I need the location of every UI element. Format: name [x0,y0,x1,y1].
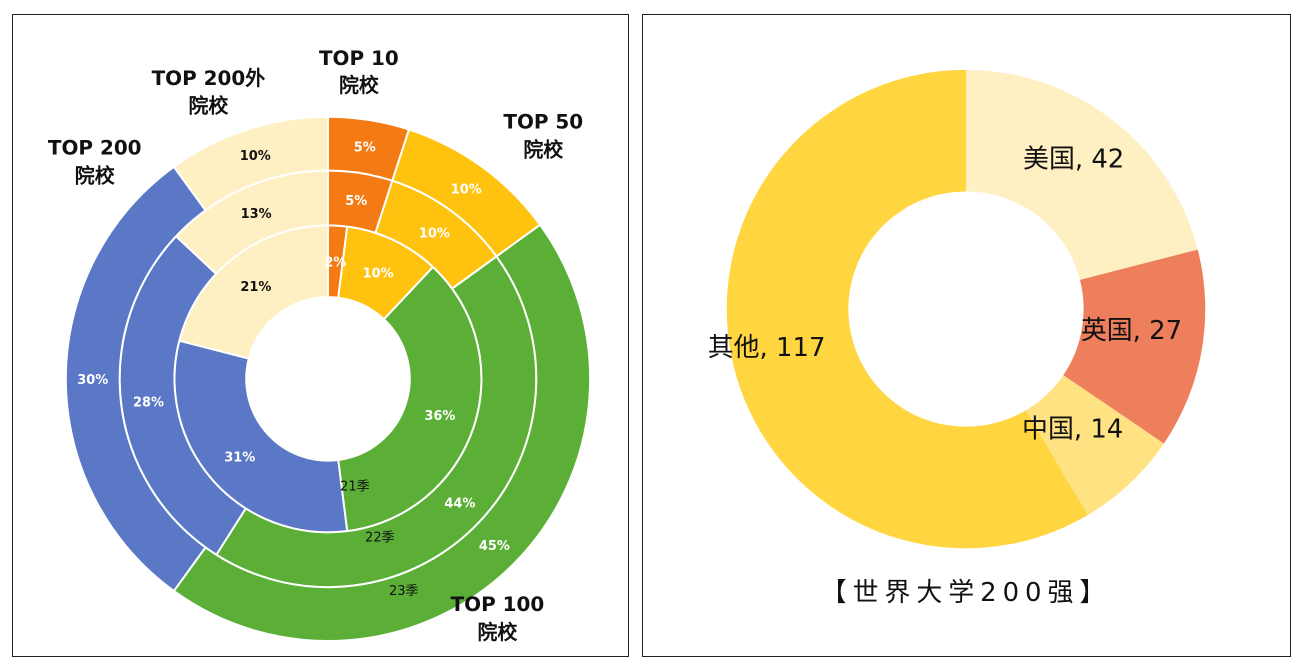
ring-1-top50-label: 10% [363,266,394,281]
ring-3-top50-label: 10% [451,183,482,198]
usa-slice [966,69,1198,280]
ring-3-outside-label: 10% [240,149,271,164]
ring-2-outside-label: 13% [241,207,272,222]
right-chart-panel: 美国, 42 英国, 27 中国, 14 其他, 117 【世界大学200强】 [642,14,1291,657]
chart-title: 【世界大学200强】 [821,578,1112,608]
top200-category-label: 院校 [75,163,115,187]
top100-category-label: 院校 [478,620,518,644]
season-label-3: 23季 [389,584,418,599]
ring-2-top10-label: 5% [345,194,367,209]
outside-category-label: TOP 200外 [152,66,266,90]
ring-3-top10-label: 5% [354,141,376,156]
top200-category-label: TOP 200 [48,137,142,160]
nested-donut-chart: 2% 10% 36% 31% 21% 5% 10% 44% 28% 13% 5% 10% 45% 30% 1… [48,47,592,644]
top50-category-label: TOP 50 [503,111,583,134]
season-label-2: 22季 [365,530,394,545]
top10-category-label: 院校 [339,73,379,97]
donut-chart: 美国, 42 英国, 27 中国, 14 其他, 117 【世界大学200强】 [708,69,1206,608]
china-slice-label: 中国, 14 [1022,415,1123,445]
ring-3-top100-label: 45% [479,539,510,554]
ring-1-top10-label: 2% [324,255,346,270]
ring-3-outside-segment [172,115,329,212]
ring-2-top50-label: 10% [419,226,450,241]
uk-slice [1063,249,1206,444]
ring-3-top200-label: 30% [77,373,108,388]
usa-slice-label: 美国, 42 [1023,145,1124,175]
left-chart-panel: 2% 10% 36% 31% 21% 5% 10% 44% 28% 13% 5% 10% 45% 30% 1… [12,14,629,657]
outside-category-label: 院校 [188,94,228,118]
ring-1-top200-label: 31% [224,451,255,466]
top100-category-label: TOP 100 [451,593,545,616]
ring-1-outside-label: 21% [240,280,271,295]
top50-category-label: 院校 [523,138,563,162]
season-label-1: 21季 [340,479,369,494]
other-slice [726,69,1088,549]
other-slice-label: 其他, 117 [708,333,826,363]
ring-3-top100-segment [172,223,592,642]
top10-category-label: TOP 10 [319,47,399,70]
china-slice [1025,375,1164,516]
ring-2-top100-label: 44% [444,497,475,512]
uk-slice-label: 英国, 27 [1081,316,1182,346]
ring-2-top200-label: 28% [133,396,164,411]
ring-1-top100-label: 36% [424,409,455,424]
